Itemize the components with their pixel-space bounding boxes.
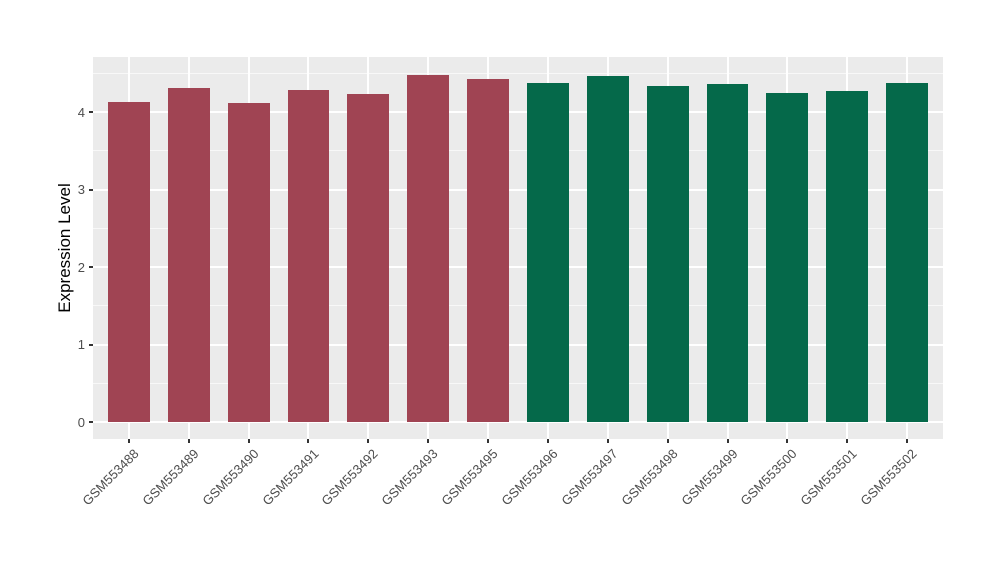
x-tick-mark xyxy=(606,439,609,443)
bar-GSM553492 xyxy=(347,94,390,422)
y-tick-mark xyxy=(89,421,93,423)
x-tick-label: GSM553489 xyxy=(139,446,202,509)
x-tick-mark xyxy=(726,439,729,443)
gridline-minor-horizontal xyxy=(93,72,943,74)
x-tick-label: GSM553493 xyxy=(378,446,441,509)
bar-GSM553499 xyxy=(706,84,749,422)
x-tick-mark xyxy=(307,439,310,443)
gridline-major-horizontal xyxy=(93,188,943,191)
x-tick-label: GSM553488 xyxy=(79,446,142,509)
x-tick-mark xyxy=(487,439,490,443)
y-tick-mark xyxy=(89,343,93,346)
gridline-major-horizontal xyxy=(93,343,943,346)
bar-GSM553498 xyxy=(646,86,689,422)
y-tick-label: 4 xyxy=(77,104,85,120)
x-tick-label: GSM553491 xyxy=(258,446,322,509)
bar-GSM553502 xyxy=(886,82,929,422)
bar-GSM553495 xyxy=(467,79,509,422)
gridline-major-horizontal xyxy=(93,111,943,113)
x-tick-mark xyxy=(666,439,669,443)
gridline-minor-horizontal xyxy=(93,305,943,307)
bar-GSM553497 xyxy=(586,75,629,422)
plot-panel xyxy=(93,57,943,439)
x-tick-mark xyxy=(546,439,549,443)
y-tick-mark xyxy=(89,111,93,113)
x-tick-mark xyxy=(906,439,909,443)
x-tick-label: GSM553502 xyxy=(857,446,920,509)
y-tick-label: 1 xyxy=(77,337,85,352)
bar-GSM553489 xyxy=(167,87,210,422)
x-tick-label: GSM553496 xyxy=(498,446,561,509)
bar-GSM553491 xyxy=(287,89,330,422)
x-tick-label: GSM553499 xyxy=(677,446,741,509)
x-tick-mark xyxy=(786,439,789,443)
bar-GSM553500 xyxy=(766,92,809,422)
y-tick-label: 0 xyxy=(77,414,85,430)
gridline-minor-horizontal xyxy=(93,227,943,229)
gridline-minor-horizontal xyxy=(93,150,943,152)
y-tick-label: 2 xyxy=(77,259,85,275)
gridline-major-horizontal xyxy=(93,266,943,268)
x-tick-mark xyxy=(427,439,430,443)
x-tick-label: GSM553495 xyxy=(438,446,501,509)
x-tick-mark xyxy=(367,439,370,443)
x-tick-label: GSM553497 xyxy=(558,446,621,509)
bar-GSM553493 xyxy=(407,74,450,422)
x-tick-mark xyxy=(187,439,190,443)
gridline-major-horizontal xyxy=(93,421,943,423)
bar-GSM553490 xyxy=(227,102,270,422)
x-tick-label: GSM553500 xyxy=(737,446,800,509)
y-tick-mark xyxy=(89,266,93,268)
y-tick-label: 3 xyxy=(77,182,85,197)
x-tick-label: GSM553492 xyxy=(318,446,381,509)
bar-GSM553496 xyxy=(526,83,569,422)
bar-GSM553488 xyxy=(107,101,150,422)
x-tick-mark xyxy=(247,439,250,443)
bar-GSM553501 xyxy=(826,91,869,422)
gridline-minor-horizontal xyxy=(93,382,943,384)
x-tick-mark xyxy=(846,439,849,443)
x-tick-label: GSM553490 xyxy=(199,446,262,509)
x-tick-label: GSM553498 xyxy=(618,446,681,509)
x-tick-label: GSM553501 xyxy=(797,446,860,509)
y-tick-mark xyxy=(89,188,93,191)
x-tick-mark xyxy=(127,439,130,443)
